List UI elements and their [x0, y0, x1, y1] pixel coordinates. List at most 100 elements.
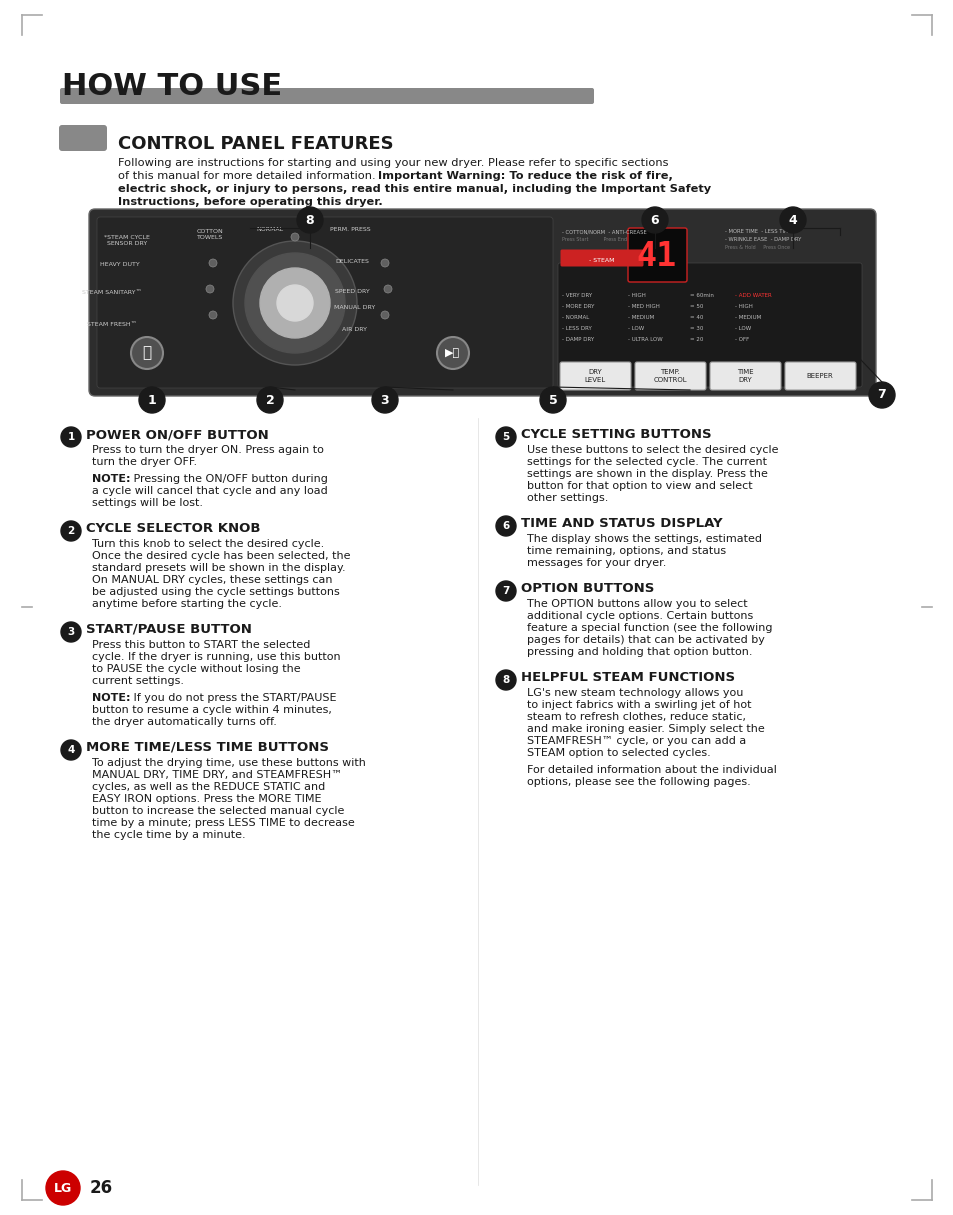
Text: turn the dryer OFF.: turn the dryer OFF. — [91, 457, 197, 467]
Text: 8: 8 — [502, 676, 509, 685]
FancyBboxPatch shape — [709, 362, 781, 390]
Text: CYCLE SELECTOR KNOB: CYCLE SELECTOR KNOB — [86, 522, 260, 535]
Text: HOW TO USE: HOW TO USE — [62, 72, 282, 101]
Text: STEAMFRESH™ cycle, or you can add a: STEAMFRESH™ cycle, or you can add a — [526, 736, 745, 746]
Text: 2: 2 — [265, 394, 274, 407]
Text: NORMAL: NORMAL — [256, 227, 283, 232]
Text: = 60min: = 60min — [689, 293, 713, 298]
Circle shape — [641, 207, 667, 233]
Text: DELICATES: DELICATES — [335, 259, 369, 264]
Circle shape — [372, 388, 397, 413]
Text: 7: 7 — [502, 586, 509, 597]
Text: - NORMAL: - NORMAL — [561, 315, 589, 320]
Circle shape — [539, 388, 565, 413]
Text: - LOW: - LOW — [734, 326, 750, 330]
Circle shape — [291, 233, 298, 241]
Text: settings for the selected cycle. The current: settings for the selected cycle. The cur… — [526, 457, 766, 467]
Text: On MANUAL DRY cycles, these settings can: On MANUAL DRY cycles, these settings can — [91, 575, 333, 584]
Text: options, please see the following pages.: options, please see the following pages. — [526, 778, 750, 787]
Text: cycle. If the dryer is running, use this button: cycle. If the dryer is running, use this… — [91, 652, 340, 662]
Text: = 50: = 50 — [689, 304, 702, 309]
Text: MANUAL DRY: MANUAL DRY — [334, 305, 375, 310]
Text: Following are instructions for starting and using your new dryer. Please refer t: Following are instructions for starting … — [118, 158, 668, 168]
Text: CONTROL PANEL FEATURES: CONTROL PANEL FEATURES — [118, 135, 394, 153]
Text: cycles, as well as the REDUCE STATIC and: cycles, as well as the REDUCE STATIC and — [91, 782, 325, 792]
Text: COTTON
TOWELS: COTTON TOWELS — [196, 228, 223, 239]
Text: 5: 5 — [502, 433, 509, 442]
Circle shape — [61, 622, 81, 642]
Text: other settings.: other settings. — [526, 493, 608, 503]
Text: - MEDIUM: - MEDIUM — [627, 315, 654, 320]
FancyBboxPatch shape — [89, 209, 875, 396]
Text: - WRINKLE EASE  - DAMP DRY: - WRINKLE EASE - DAMP DRY — [724, 237, 801, 242]
FancyBboxPatch shape — [59, 125, 107, 151]
Circle shape — [496, 669, 516, 690]
Text: LG's new steam technology allows you: LG's new steam technology allows you — [526, 688, 742, 697]
Text: HELPFUL STEAM FUNCTIONS: HELPFUL STEAM FUNCTIONS — [520, 671, 735, 684]
Text: TIME AND STATUS DISPLAY: TIME AND STATUS DISPLAY — [520, 518, 721, 530]
Text: Once the desired cycle has been selected, the: Once the desired cycle has been selected… — [91, 550, 350, 561]
Text: - LOW: - LOW — [627, 326, 643, 330]
Text: = 20: = 20 — [689, 337, 702, 341]
Text: Use these buttons to select the desired cycle: Use these buttons to select the desired … — [526, 445, 778, 454]
Text: pressing and holding that option button.: pressing and holding that option button. — [526, 648, 752, 657]
Text: MORE TIME/LESS TIME BUTTONS: MORE TIME/LESS TIME BUTTONS — [86, 741, 329, 755]
Text: TEMP.
CONTROL: TEMP. CONTROL — [653, 369, 686, 383]
Text: standard presets will be shown in the display.: standard presets will be shown in the di… — [91, 563, 345, 573]
Text: ▶⏸: ▶⏸ — [445, 347, 460, 358]
Circle shape — [61, 521, 81, 541]
Text: to PAUSE the cycle without losing the: to PAUSE the cycle without losing the — [91, 665, 300, 674]
Circle shape — [131, 337, 163, 369]
Text: 8: 8 — [305, 214, 314, 226]
Text: - ULTRA LOW: - ULTRA LOW — [627, 337, 662, 341]
Circle shape — [780, 207, 805, 233]
FancyBboxPatch shape — [60, 87, 594, 104]
Circle shape — [61, 426, 81, 447]
Text: Pressing the ON/OFF button during: Pressing the ON/OFF button during — [130, 474, 328, 484]
Text: to inject fabrics with a swirling jet of hot: to inject fabrics with a swirling jet of… — [526, 700, 751, 710]
Text: *STEAM CYCLE
SENSOR DRY: *STEAM CYCLE SENSOR DRY — [104, 234, 150, 245]
Text: NOTE:: NOTE: — [91, 693, 131, 703]
Text: - STEAM: - STEAM — [589, 258, 614, 262]
Text: For detailed information about the individual: For detailed information about the indiv… — [526, 765, 776, 775]
Circle shape — [384, 286, 392, 293]
Text: POWER ON/OFF BUTTON: POWER ON/OFF BUTTON — [86, 428, 269, 441]
FancyBboxPatch shape — [559, 362, 630, 390]
Circle shape — [245, 253, 345, 354]
Text: Press Start          Press End: Press Start Press End — [561, 237, 626, 242]
Text: button for that option to view and select: button for that option to view and selec… — [526, 481, 752, 491]
Text: LG: LG — [53, 1181, 72, 1194]
Text: Press to turn the dryer ON. Press again to: Press to turn the dryer ON. Press again … — [91, 445, 323, 454]
Text: STEAM SANITARY™: STEAM SANITARY™ — [82, 290, 142, 295]
Text: = 30: = 30 — [689, 326, 702, 330]
Text: anytime before starting the cycle.: anytime before starting the cycle. — [91, 599, 282, 609]
Text: button to increase the selected manual cycle: button to increase the selected manual c… — [91, 806, 344, 816]
Text: current settings.: current settings. — [91, 676, 184, 686]
Text: steam to refresh clothes, reduce static,: steam to refresh clothes, reduce static, — [526, 712, 745, 722]
Circle shape — [61, 740, 81, 761]
Text: 1: 1 — [68, 433, 74, 442]
Text: PERM. PRESS: PERM. PRESS — [330, 227, 370, 232]
Circle shape — [380, 259, 389, 267]
Circle shape — [296, 207, 323, 233]
Text: 2: 2 — [68, 526, 74, 536]
Text: settings will be lost.: settings will be lost. — [91, 498, 203, 508]
Text: EASY IRON options. Press the MORE TIME: EASY IRON options. Press the MORE TIME — [91, 793, 321, 804]
Text: settings are shown in the display. Press the: settings are shown in the display. Press… — [526, 469, 767, 479]
Text: TIME
DRY: TIME DRY — [736, 369, 753, 383]
Circle shape — [380, 311, 389, 320]
Text: - LESS DRY: - LESS DRY — [561, 326, 591, 330]
FancyBboxPatch shape — [558, 262, 862, 388]
Text: - COTTON/NORM  - ANTI-CREASE: - COTTON/NORM - ANTI-CREASE — [561, 228, 646, 234]
Text: BEEPER: BEEPER — [806, 373, 833, 379]
Text: feature a special function (see the following: feature a special function (see the foll… — [526, 623, 772, 633]
Circle shape — [256, 388, 283, 413]
Text: - ADD WATER: - ADD WATER — [734, 293, 771, 298]
Text: Press & Hold     Press Once: Press & Hold Press Once — [724, 245, 789, 250]
Text: additional cycle options. Certain buttons: additional cycle options. Certain button… — [526, 611, 753, 621]
Text: Turn this knob to select the desired cycle.: Turn this knob to select the desired cyc… — [91, 539, 324, 549]
Text: NOTE:: NOTE: — [91, 474, 131, 484]
Text: 26: 26 — [90, 1179, 113, 1197]
Text: - MORE TIME  - LESS TIME: - MORE TIME - LESS TIME — [724, 228, 791, 234]
Text: a cycle will cancel that cycle and any load: a cycle will cancel that cycle and any l… — [91, 486, 328, 496]
